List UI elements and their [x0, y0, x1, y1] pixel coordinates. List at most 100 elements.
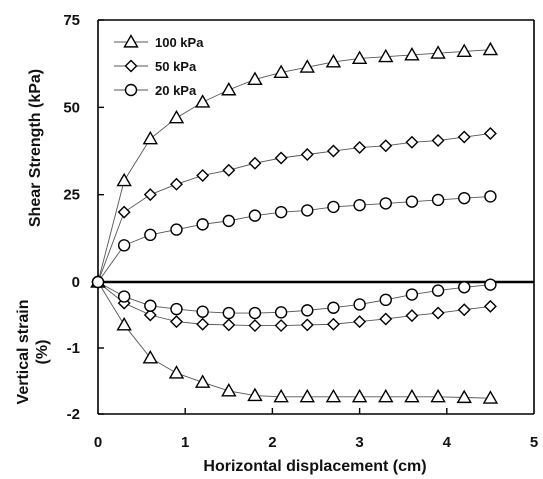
data-point-20-kpa [196, 305, 209, 318]
data-point-20-kpa [405, 195, 419, 208]
data-point-100-kpa [482, 41, 499, 56]
data-point-20-kpa [144, 228, 157, 242]
data-point-20-kpa [353, 298, 366, 311]
x-tick-label: 3 [355, 434, 363, 451]
data-point-100-kpa [194, 94, 211, 108]
data-point-100-kpa [378, 388, 394, 403]
data-point-50-kpa [143, 188, 157, 202]
data-point-50-kpa [353, 141, 367, 155]
data-point-20-kpa [379, 197, 392, 210]
data-point-100-kpa [116, 316, 132, 331]
series-line-100-kpa [97, 281, 491, 399]
x-axis-title: Horizontal displacement (cm) [203, 458, 426, 475]
legend-marker-20-kpa [124, 83, 138, 97]
series-markers [90, 41, 499, 404]
data-point-50-kpa [248, 319, 262, 333]
data-point-20-kpa [458, 191, 471, 205]
data-point-20-kpa [301, 304, 314, 317]
data-point-20-kpa [248, 209, 262, 222]
data-point-50-kpa [169, 315, 183, 329]
data-point-100-kpa [351, 388, 368, 403]
x-tick-label: 1 [181, 434, 189, 451]
axes [97, 19, 535, 415]
data-point-100-kpa [221, 81, 237, 96]
data-point-100-kpa [325, 54, 342, 68]
data-point-50-kpa [353, 315, 367, 329]
x-tick-label: 5 [530, 434, 538, 451]
data-point-20-kpa [274, 306, 288, 319]
data-point-20-kpa [301, 204, 314, 217]
data-point-50-kpa [222, 163, 236, 177]
data-point-50-kpa [300, 318, 314, 332]
data-point-20-kpa [248, 306, 262, 320]
data-point-50-kpa [274, 319, 288, 333]
series-line-100-kpa [97, 49, 491, 283]
data-point-50-kpa [248, 156, 262, 170]
data-point-50-kpa [143, 308, 157, 322]
data-point-20-kpa [144, 299, 157, 312]
data-point-50-kpa [379, 312, 393, 326]
data-point-100-kpa [116, 172, 132, 187]
x-tick-label: 0 [94, 434, 102, 451]
axis-labels: 0 25 50 75 -2 -1 0 1 2 3 4 5 Horizontal displacement… [15, 12, 538, 475]
y-tick-label: 50 [63, 99, 80, 116]
top-y-axis-title: Shear Strength (kPa) [27, 69, 44, 227]
data-point-20-kpa [458, 281, 471, 294]
data-point-100-kpa [456, 389, 472, 404]
data-point-100-kpa [351, 50, 368, 65]
data-point-100-kpa [194, 374, 211, 388]
data-point-100-kpa [404, 47, 420, 61]
data-point-100-kpa [404, 388, 420, 403]
data-point-100-kpa [456, 43, 472, 58]
data-point-100-kpa [378, 48, 394, 63]
data-point-100-kpa [247, 387, 263, 402]
data-point-50-kpa [457, 303, 471, 317]
data-point-20-kpa [405, 288, 419, 301]
data-point-20-kpa [379, 293, 392, 307]
data-point-50-kpa [196, 168, 210, 182]
data-point-100-kpa [299, 388, 315, 403]
bottom-y-axis-title: Vertical strain (%) [15, 300, 51, 405]
data-point-100-kpa [273, 64, 289, 78]
data-point-50-kpa [457, 130, 471, 144]
data-point-50-kpa [483, 299, 497, 313]
legend-label-50-kpa: 50 kPa [155, 59, 197, 74]
data-point-100-kpa [325, 388, 342, 403]
series-line-50-kpa [97, 281, 491, 327]
data-point-50-kpa [405, 135, 419, 149]
data-point-100-kpa [273, 388, 289, 403]
data-point-20-kpa [484, 190, 497, 203]
data-point-20-kpa [222, 214, 236, 228]
y-tick-label: -2 [67, 406, 80, 423]
data-point-100-kpa [247, 71, 263, 85]
data-point-50-kpa [274, 151, 288, 165]
y-tick-label: 25 [63, 187, 80, 204]
data-point-100-kpa [142, 130, 159, 145]
data-point-20-kpa [327, 200, 340, 214]
data-point-50-kpa [431, 134, 445, 148]
series-line-50-kpa [97, 133, 491, 283]
data-point-50-kpa [431, 306, 445, 320]
data-point-20-kpa [431, 193, 445, 207]
legend-label-20-kpa: 20 kPa [155, 83, 197, 98]
data-point-50-kpa [326, 144, 340, 158]
data-point-20-kpa [222, 306, 236, 320]
data-point-20-kpa [117, 290, 131, 303]
data-point-20-kpa [484, 278, 497, 291]
series-line-20-kpa [97, 281, 491, 314]
data-point-50-kpa [222, 318, 236, 332]
data-point-20-kpa [327, 301, 340, 314]
legend-marker-50-kpa [124, 59, 138, 73]
data-point-20-kpa [274, 205, 288, 219]
data-point-50-kpa [483, 127, 497, 141]
data-point-100-kpa [430, 45, 446, 59]
data-point-100-kpa [482, 390, 499, 404]
data-point-50-kpa [326, 317, 340, 331]
data-point-100-kpa [168, 109, 185, 124]
data-point-50-kpa [117, 205, 131, 219]
x-tick-label: 4 [443, 434, 452, 451]
data-point-100-kpa [221, 382, 237, 397]
data-point-20-kpa [170, 223, 183, 236]
y-tick-label: -1 [67, 340, 80, 357]
